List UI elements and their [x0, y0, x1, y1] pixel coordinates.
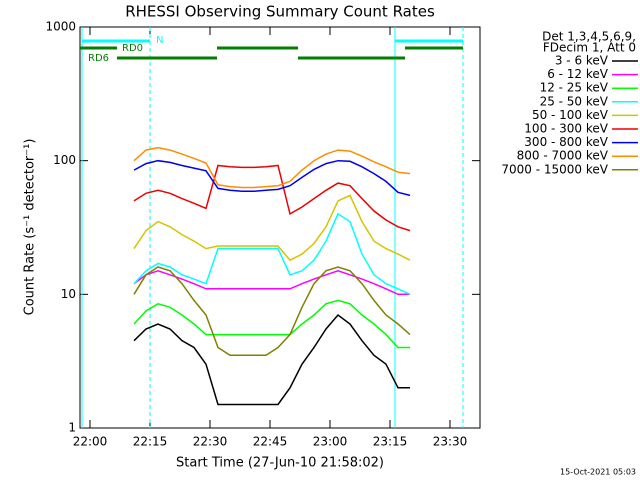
x-tick-label: 22:15 — [133, 435, 168, 449]
series-line — [133, 270, 410, 296]
series-line — [133, 164, 411, 232]
legend-header: Det 1,3,4,5,6,9, — [542, 30, 636, 44]
legend-label: 7000 - 15000 keV — [501, 162, 608, 176]
series-line — [133, 313, 410, 406]
legend-label: 800 - 7000 keV — [517, 149, 609, 163]
legend-label: 100 - 300 keV — [524, 122, 608, 136]
flag-label: RD0 — [122, 43, 143, 54]
legend-label: 3 - 6 keV — [555, 54, 609, 68]
x-tick-label: 22:45 — [253, 435, 288, 449]
series-line — [133, 266, 411, 357]
y-axis-label: Count Rate (s⁻¹ detector⁻¹) — [23, 139, 38, 316]
x-tick-label: 22:30 — [193, 435, 228, 449]
footer: 15-Oct-2021 05:03 — [560, 468, 636, 477]
y-tick-label: 1000 — [45, 20, 76, 34]
legend-header: FDecim 1, Att 0 — [543, 41, 636, 55]
plot-frame — [79, 26, 481, 429]
flag-label: RD6 — [88, 53, 109, 64]
series-line — [133, 146, 411, 189]
y-tick-label: 1 — [68, 421, 76, 435]
legend-label: 300 - 800 keV — [524, 135, 608, 149]
flag-label: N — [156, 35, 163, 46]
chart-title: RHESSI Observing Summary Count Rates — [125, 3, 435, 21]
x-tick-label: 22:00 — [73, 435, 108, 449]
legend-label: 50 - 100 keV — [532, 108, 609, 122]
x-tick-label: 23:15 — [373, 435, 408, 449]
series-line — [133, 159, 411, 197]
legend-label: 6 - 12 keV — [547, 67, 609, 81]
series-line — [133, 212, 411, 295]
x-tick-label: 23:00 — [313, 435, 348, 449]
x-tick-label: 23:30 — [433, 435, 468, 449]
legend-label: 25 - 50 keV — [540, 94, 609, 108]
x-axis-label: Start Time (27-Jun-10 21:58:02) — [176, 456, 384, 471]
legend-label: 12 - 25 keV — [540, 81, 609, 95]
y-tick-label: 100 — [53, 153, 76, 167]
series-line — [133, 194, 411, 262]
series-line — [133, 299, 410, 349]
y-tick-label: 10 — [61, 287, 76, 301]
